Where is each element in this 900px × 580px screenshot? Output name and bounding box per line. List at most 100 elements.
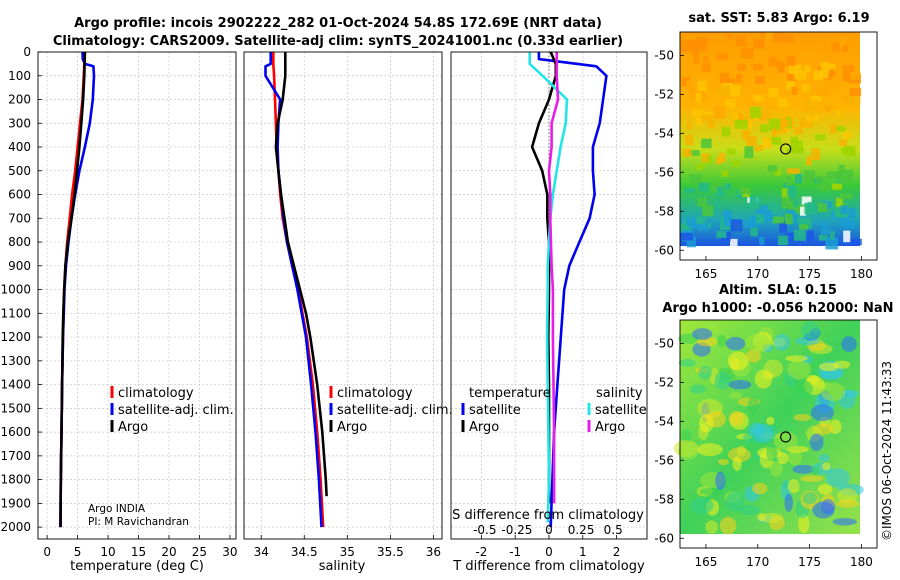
sst-cell: [807, 52, 819, 58]
s-tick-label: -0.25: [501, 523, 532, 537]
sla-cell: [783, 398, 793, 418]
sst-cell: [749, 216, 760, 227]
sst-cell: [777, 235, 789, 246]
map-y-tick-label: -52: [654, 87, 674, 101]
sst-cell: [794, 140, 804, 151]
salinity-panel: 34 34.5 35 35.5 36 salinity climatology sate…: [243, 51, 453, 574]
sst-cell: [767, 165, 778, 172]
sst-cell: [825, 237, 839, 250]
sst-cell: [744, 146, 754, 159]
sla-cell: [820, 382, 846, 402]
sst-cell: [786, 55, 796, 66]
sst-cell: [750, 227, 758, 237]
sst-cell: [741, 130, 751, 140]
sla-cell: [817, 484, 833, 495]
sla-cell: [689, 497, 714, 514]
t-difference-x-axis: -2 -1 0 1 2: [475, 535, 620, 559]
x-tick-label: 34: [254, 545, 269, 559]
sst-cell: [716, 53, 728, 61]
sst-cell: [826, 77, 839, 87]
sst-cell: [715, 198, 721, 208]
sst-cell: [787, 185, 797, 197]
sst-cell: [716, 186, 725, 197]
sst-cell: [806, 115, 812, 123]
sst-cell: [820, 69, 829, 79]
legend-s-satellite: satellite: [595, 403, 647, 418]
sst-cell: [746, 135, 757, 147]
sla-cell: [793, 414, 811, 421]
sst-cell: [827, 171, 840, 179]
sst-cell: [759, 205, 768, 215]
x-tick-label: 30: [222, 545, 237, 559]
sst-cell: [730, 238, 738, 250]
figure-title-line2: Climatology: CARS2009. Satellite-adj cli…: [53, 34, 623, 49]
sla-cell: [678, 443, 698, 460]
sla-map-frame: [679, 319, 878, 549]
map-y-tick-label: -58: [654, 492, 674, 506]
sst-cell: [807, 230, 814, 242]
sst-cell: [791, 86, 798, 95]
s-tick-label: -0.5: [473, 523, 496, 537]
sst-cell: [768, 118, 781, 131]
sst-cell: [714, 106, 725, 119]
credit-line2: PI: M Ravichandran: [88, 516, 189, 528]
sst-cell: [802, 99, 809, 111]
sla-cell: [716, 334, 727, 348]
sst-cell: [838, 164, 845, 177]
sla-cell: [792, 464, 815, 474]
sst-cell: [779, 221, 787, 233]
sla-cell: [725, 491, 745, 512]
sla-cell: [689, 384, 707, 394]
map-y-tick-label: -58: [654, 204, 674, 218]
sla-cell: [819, 370, 843, 380]
x-tick-label: 35: [340, 545, 355, 559]
legend-salinity-title: salinity: [596, 386, 643, 401]
temperature-series: [59, 51, 96, 528]
sst-cell: [737, 182, 745, 190]
x-tick-label: 20: [161, 545, 176, 559]
sst-map-title: sat. SST: 5.83 Argo: 6.19: [688, 11, 869, 26]
depth-tick-label: 900: [8, 259, 31, 273]
depth-axis: 0 100 200 300 400 500 600 700 800 900 1000 1100 1200…: [0, 45, 42, 534]
sla-cell: [745, 333, 771, 352]
series-salinity-satellite: [528, 52, 569, 523]
sst-cell: [835, 109, 842, 116]
difference-legend: temperature satellite Argo salinity sate…: [461, 386, 647, 435]
depth-tick-label: 200: [8, 93, 31, 107]
sst-cell: [762, 137, 772, 149]
sst-cell: [732, 159, 741, 167]
sst-cell: [710, 56, 716, 67]
sst-cell: [695, 92, 702, 102]
sst-cell: [820, 228, 831, 234]
sla-map-title-line2: Argo h1000: -0.056 h2000: NaN: [662, 301, 893, 316]
sst-cell: [810, 148, 821, 161]
sla-cell: [777, 452, 789, 465]
sst-cell: [818, 234, 828, 241]
sst-cell: [721, 126, 731, 137]
depth-tick-label: 1700: [0, 449, 31, 463]
sla-cell: [678, 359, 697, 367]
sst-cell: [725, 99, 736, 108]
x-tick-label: 15: [131, 545, 146, 559]
sst-cell: [727, 34, 733, 40]
sla-cell: [821, 462, 831, 471]
depth-tick-label: 700: [8, 211, 31, 225]
sst-cell: [686, 121, 692, 130]
series-argo: [59, 51, 87, 528]
sla-cell: [837, 488, 858, 504]
sst-cell: [768, 88, 779, 98]
sst-cell: [703, 56, 709, 64]
sst-cell: [843, 230, 851, 243]
depth-tick-label: 1000: [0, 283, 31, 297]
sst-cell: [760, 32, 766, 38]
sst-cell: [800, 206, 806, 216]
sst-cell: [754, 145, 764, 152]
x-tick-label: -1: [509, 545, 521, 559]
sst-cell: [744, 220, 755, 229]
sst-cell: [688, 150, 700, 156]
sst-cell: [850, 71, 861, 80]
sla-cell: [766, 416, 775, 425]
sst-cell: [750, 63, 763, 71]
sst-cell: [799, 119, 813, 128]
